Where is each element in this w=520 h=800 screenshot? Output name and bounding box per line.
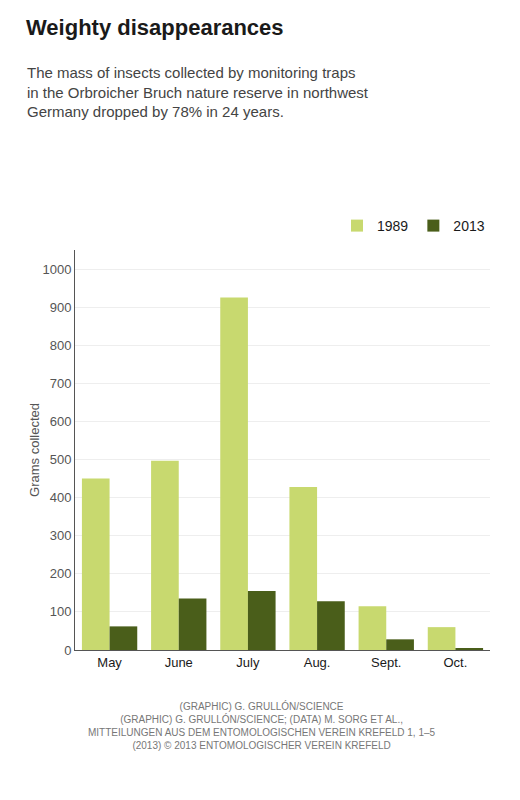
- svg-text:500: 500: [50, 452, 72, 467]
- svg-text:400: 400: [50, 490, 72, 505]
- svg-text:2013: 2013: [453, 218, 484, 234]
- svg-text:800: 800: [50, 338, 72, 353]
- svg-text:Oct.: Oct.: [443, 655, 467, 670]
- svg-text:Weighty disappearances: Weighty disappearances: [26, 15, 284, 40]
- svg-text:0: 0: [64, 643, 71, 658]
- svg-text:The mass of insects collected: The mass of insects collected by monitor…: [27, 64, 369, 120]
- svg-text:900: 900: [50, 300, 72, 315]
- svg-text:1000: 1000: [42, 262, 71, 277]
- svg-text:200: 200: [50, 566, 72, 581]
- svg-text:600: 600: [50, 414, 72, 429]
- svg-text:Aug.: Aug.: [304, 655, 331, 670]
- svg-text:(GRAPHIC) G. GRULLÓN/SCIENCE(G: (GRAPHIC) G. GRULLÓN/SCIENCE(GRAPHIC) G.…: [88, 700, 436, 751]
- svg-text:100: 100: [50, 604, 72, 619]
- svg-text:June: June: [165, 655, 193, 670]
- svg-text:May: May: [97, 655, 122, 670]
- svg-text:July: July: [236, 655, 260, 670]
- svg-text:700: 700: [50, 376, 72, 391]
- svg-text:300: 300: [50, 528, 72, 543]
- svg-text:Sept.: Sept.: [371, 655, 401, 670]
- svg-text:Grams collected: Grams collected: [27, 403, 42, 497]
- svg-text:1989: 1989: [377, 218, 408, 234]
